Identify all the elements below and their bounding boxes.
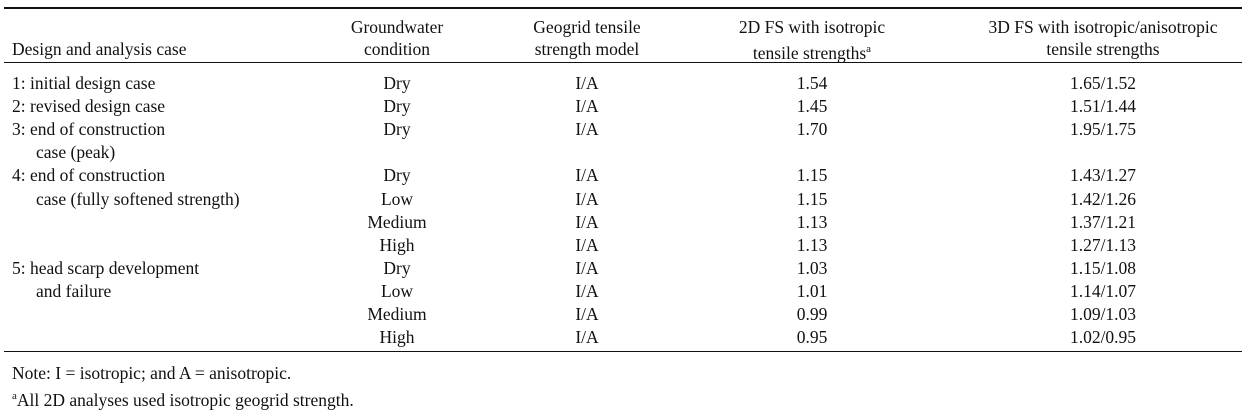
header-cell: tensile strengthsa [752, 42, 872, 63]
cell: 1.15 [796, 188, 828, 209]
footnote-mark: a [12, 390, 17, 402]
cell: I/A [575, 73, 599, 93]
cell: Dry [383, 96, 411, 117]
case-cell: 5: head scarp development [12, 257, 200, 278]
header-rule [4, 62, 1242, 63]
footnote-mark: a [866, 43, 872, 55]
cell: 1.03 [796, 257, 828, 278]
cell: I/A [575, 280, 599, 301]
case-cell: case (fully softened strength) [36, 188, 240, 209]
cell: I/A [575, 119, 599, 140]
header-cell: 3D FS with isotropic/anisotropic [988, 17, 1218, 37]
cell: Low [380, 188, 414, 209]
cell: 1.01 [796, 280, 828, 301]
cell: High [379, 327, 415, 348]
cell: 1.51/1.44 [1069, 96, 1137, 117]
case-cell: 3: end of construction [12, 119, 166, 140]
cell: 1.70 [796, 119, 828, 140]
footnote-text: All 2D analyses used isotropic geogrid s… [16, 389, 354, 410]
cell: 1.14/1.07 [1069, 280, 1137, 301]
case-cell: 2: revised design case [12, 96, 166, 117]
cell: I/A [575, 96, 599, 117]
cell: 1.15 [796, 165, 828, 186]
cell: Dry [383, 165, 411, 186]
top-rule [4, 7, 1242, 9]
header-cell: 2D FS with isotropic [738, 17, 886, 37]
header-cell: strength model [534, 39, 640, 59]
cell: 1.02/0.95 [1069, 327, 1137, 348]
cell: Low [380, 280, 414, 301]
cell: I/A [575, 165, 599, 186]
cell: I/A [575, 304, 599, 324]
cell: 1.45 [796, 96, 828, 117]
cell: 1.15/1.08 [1069, 257, 1137, 278]
case-cell: and failure [36, 280, 112, 301]
cell: I/A [575, 234, 599, 255]
note: Note: I = isotropic; and A = anisotropic… [12, 363, 292, 383]
footnote: aAll 2D analyses used isotropic geogrid … [12, 386, 354, 410]
cell: Dry [383, 119, 411, 140]
case-cell: 4: end of construction [12, 165, 166, 186]
cell: 1.65/1.52 [1069, 73, 1137, 93]
case-cell: case (peak) [36, 142, 116, 163]
cell: Dry [383, 73, 411, 93]
cell: 0.99 [796, 304, 828, 324]
case-cell: 1: initial design case [12, 73, 156, 93]
header-cell: Design and analysis case [12, 39, 187, 59]
cell: Medium [367, 211, 427, 232]
cell: I/A [575, 211, 599, 232]
header-cell: Geogrid tensile [533, 17, 641, 37]
header-cell: Groundwater [350, 17, 444, 37]
cell: High [379, 234, 415, 255]
cell: 1.95/1.75 [1069, 119, 1137, 140]
cell: Medium [367, 304, 427, 324]
header-cell: tensile strengths [1046, 39, 1160, 59]
cell: 1.27/1.13 [1069, 234, 1137, 255]
cell: I/A [575, 257, 599, 278]
cell: 1.13 [796, 211, 828, 232]
cell: 0.95 [796, 327, 828, 348]
cell: Dry [383, 257, 411, 278]
cell: 1.43/1.27 [1069, 165, 1137, 186]
bottom-rule [4, 351, 1242, 352]
cell: 1.13 [796, 234, 828, 255]
cell: 1.09/1.03 [1069, 304, 1137, 324]
cell: I/A [575, 327, 599, 348]
header-cell: condition [363, 39, 431, 59]
cell: I/A [575, 188, 599, 209]
cell: 1.42/1.26 [1069, 188, 1137, 209]
cell: 1.54 [796, 73, 828, 93]
cell: 1.37/1.21 [1069, 211, 1137, 232]
